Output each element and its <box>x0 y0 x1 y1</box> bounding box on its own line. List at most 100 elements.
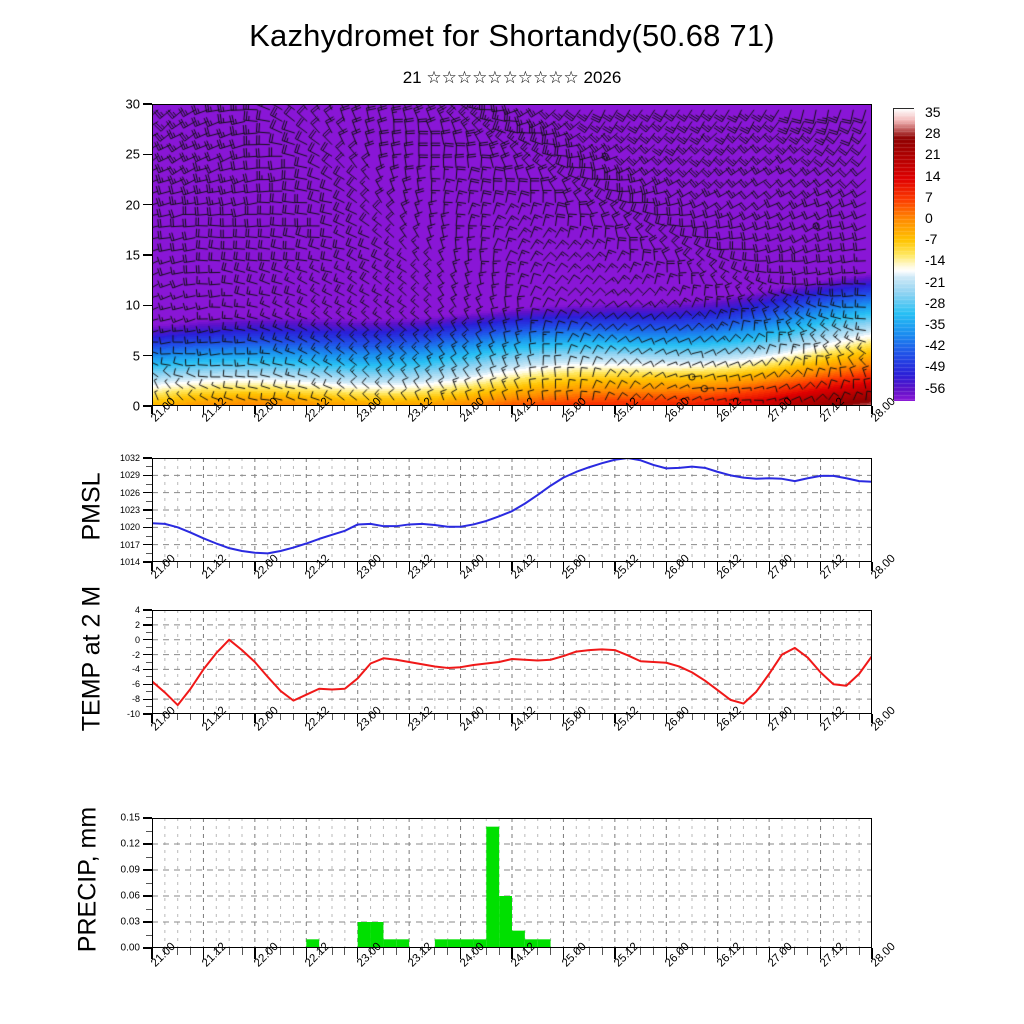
x-minor-tick <box>691 714 693 720</box>
x-minor-tick <box>575 406 577 411</box>
x-major-tick <box>665 714 667 723</box>
x-minor-tick <box>652 406 654 411</box>
x-minor-tick <box>190 406 192 411</box>
x-minor-tick <box>164 714 166 720</box>
x-minor-tick <box>601 714 603 720</box>
x-minor-tick <box>421 562 423 568</box>
y-minor-tick <box>146 830 152 832</box>
y-axis-label: -10 <box>126 709 140 719</box>
x-minor-tick <box>704 562 706 568</box>
x-minor-tick <box>164 948 166 955</box>
contour-plot-area <box>152 104 872 406</box>
precip-bar <box>357 922 371 948</box>
y-axis-label: 20 <box>125 197 140 213</box>
x-minor-tick <box>292 562 294 568</box>
x-minor-tick <box>678 714 680 720</box>
x-minor-tick <box>794 948 796 955</box>
x-axis-label: 28.00 <box>869 940 898 970</box>
y-major-tick <box>143 526 152 529</box>
x-minor-tick <box>730 406 732 411</box>
y-major-tick <box>143 355 152 357</box>
x-minor-tick <box>472 948 474 955</box>
x-minor-tick <box>190 948 192 955</box>
x-minor-tick <box>382 714 384 720</box>
x-minor-tick <box>730 948 732 955</box>
x-minor-tick <box>370 948 372 955</box>
precip-bar <box>370 922 384 948</box>
y-major-tick <box>143 509 152 511</box>
colorbar-tick-label: -56 <box>925 379 946 396</box>
x-major-tick <box>768 948 770 959</box>
y-minor-tick <box>146 856 152 858</box>
y-axis-label: 0.06 <box>120 890 140 902</box>
y-major-tick <box>143 713 152 715</box>
x-minor-tick <box>845 562 847 568</box>
y-minor-tick <box>146 908 152 910</box>
precip-bar <box>460 939 474 948</box>
x-major-tick <box>562 406 565 414</box>
precip-bar <box>512 930 525 948</box>
x-minor-tick <box>781 948 783 955</box>
x-major-tick <box>717 714 719 723</box>
x-major-tick <box>562 948 565 959</box>
x-minor-tick <box>601 406 603 411</box>
x-minor-tick <box>267 714 269 720</box>
wind-barb-overlay <box>152 104 872 406</box>
x-minor-tick <box>537 562 539 568</box>
x-major-tick <box>202 714 205 723</box>
x-minor-tick <box>228 562 230 568</box>
y-minor-tick <box>146 552 152 554</box>
y-axis-label: 0.03 <box>120 916 140 928</box>
x-minor-tick <box>742 562 744 568</box>
x-minor-tick <box>781 562 783 568</box>
x-minor-tick <box>640 948 642 955</box>
x-minor-tick <box>434 948 436 955</box>
x-major-tick <box>871 714 873 723</box>
x-axis-label: 28.00 <box>869 704 898 734</box>
x-minor-tick <box>575 948 577 955</box>
x-major-tick <box>665 562 667 571</box>
y-minor-tick <box>146 483 152 485</box>
colorbar-gradient <box>894 109 915 401</box>
x-minor-tick <box>267 948 269 955</box>
x-major-tick <box>254 714 256 723</box>
x-major-tick <box>459 562 462 571</box>
precip-bar <box>486 826 500 948</box>
x-major-tick <box>614 714 616 723</box>
x-minor-tick <box>524 406 526 411</box>
x-major-tick <box>562 562 565 571</box>
x-minor-tick <box>678 562 680 568</box>
x-minor-tick <box>177 948 179 955</box>
colorbar-tick-label: 7 <box>925 188 933 205</box>
x-minor-tick <box>280 406 282 411</box>
x-major-tick <box>254 562 256 571</box>
colorbar-tick-label: 21 <box>925 146 941 163</box>
x-minor-tick <box>858 714 860 720</box>
y-axis-label: -6 <box>131 679 140 690</box>
x-major-tick <box>254 406 256 414</box>
x-minor-tick <box>177 714 179 720</box>
x-minor-tick <box>691 406 693 411</box>
x-minor-tick <box>627 562 629 568</box>
precip-bar <box>306 939 320 948</box>
x-major-tick <box>511 562 513 571</box>
y-axis-label: 0.15 <box>120 812 140 824</box>
y-axis-label: 0.09 <box>120 864 140 876</box>
x-minor-tick <box>588 406 590 411</box>
y-axis-label: 1026 <box>119 487 140 498</box>
x-minor-tick <box>537 714 539 720</box>
x-minor-tick <box>421 714 423 720</box>
y-minor-tick <box>146 882 152 884</box>
y-minor-tick <box>146 691 152 693</box>
x-minor-tick <box>280 948 282 955</box>
x-minor-tick <box>498 948 500 955</box>
x-major-tick <box>562 714 565 723</box>
x-minor-tick <box>498 714 500 720</box>
x-minor-tick <box>447 406 449 411</box>
x-minor-tick <box>318 948 320 955</box>
x-minor-tick <box>164 562 166 568</box>
x-minor-tick <box>640 562 642 568</box>
y-minor-tick <box>146 676 152 678</box>
x-minor-tick <box>845 406 847 411</box>
